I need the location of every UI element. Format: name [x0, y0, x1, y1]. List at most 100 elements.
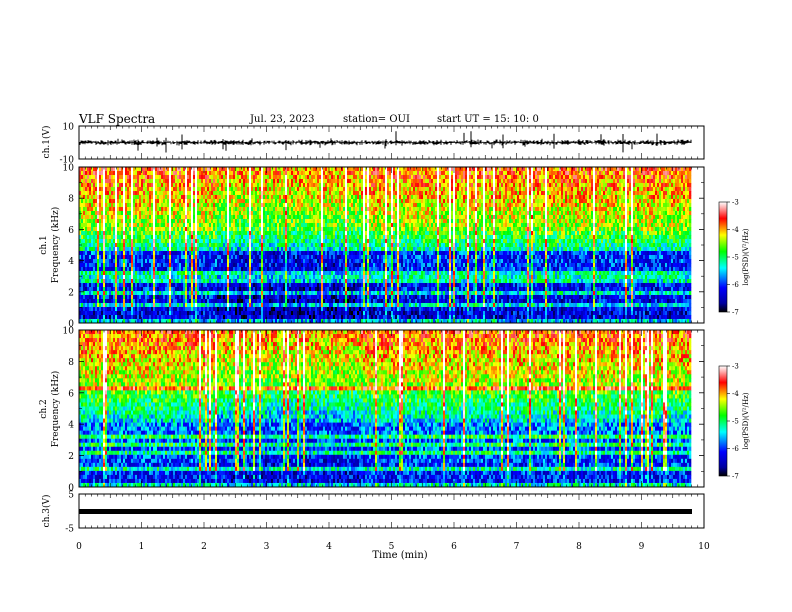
spectrogram-cell: [161, 259, 164, 264]
spectrogram-cell: [301, 199, 304, 204]
spectrogram-cell: [189, 283, 192, 288]
spectrogram-cell: [95, 275, 98, 280]
spectrogram-cell: [189, 199, 192, 204]
spectrogram-cell: [141, 175, 144, 180]
spectrogram-cell: [193, 255, 196, 260]
spectrogram-cell: [103, 239, 106, 244]
spectrogram-cell: [123, 319, 126, 324]
spectrogram-cell: [333, 175, 336, 180]
spectrogram-cell: [117, 219, 120, 224]
spectrogram-cell: [201, 167, 204, 172]
spectrogram-cell: [297, 171, 300, 176]
ch1-waveform-panel: 10-10: [60, 123, 705, 166]
spectrogram-cell: [89, 287, 92, 292]
spectrogram-cell: [137, 227, 140, 232]
spectrogram-cell: [311, 243, 314, 248]
spectrogram-cell: [217, 283, 220, 288]
spectrogram-cell: [111, 255, 114, 260]
spectrogram-cell: [231, 171, 234, 176]
spectrogram-cell: [327, 239, 330, 244]
spectrogram-cell: [235, 295, 238, 300]
spectrogram-cell: [239, 167, 242, 172]
spectrogram-cell: [333, 191, 336, 196]
spectrogram-cell: [127, 179, 130, 184]
spectrogram-cell: [129, 263, 132, 268]
spectrogram-cell: [213, 263, 216, 268]
spectrogram-cell: [283, 207, 286, 212]
spectrogram-cell: [151, 307, 154, 312]
spectrogram-cell: [185, 275, 188, 280]
spectrogram-cell: [105, 291, 108, 296]
spectrogram-cell: [273, 295, 276, 300]
spectrogram-cell: [131, 207, 134, 212]
spectrogram-cell: [105, 263, 108, 268]
spectrogram-cell: [277, 215, 280, 220]
spectrogram-cell: [263, 167, 266, 172]
spectrogram-cell: [329, 311, 332, 316]
spectrogram-cell: [163, 215, 166, 220]
spectrogram-cell: [293, 195, 296, 200]
spectrogram-cell: [325, 243, 328, 248]
spectrogram-cell: [219, 315, 222, 320]
spectrogram-cell: [139, 311, 142, 316]
spectrogram-cell: [157, 243, 160, 248]
spectrogram-cell: [249, 179, 252, 184]
spectrogram-cell: [219, 211, 222, 216]
spectrogram-cell: [279, 191, 282, 196]
spectrogram-cell: [227, 171, 230, 176]
spectrogram-cell: [135, 315, 138, 320]
spectrogram-cell: [219, 203, 222, 208]
spectrogram-cell: [101, 283, 104, 288]
spectrogram-cell: [127, 283, 130, 288]
spectrogram-cell: [187, 307, 190, 312]
spectrogram-cell: [101, 275, 104, 280]
spectrogram-cell: [183, 187, 186, 192]
spectrogram-cell: [193, 311, 196, 316]
spectrogram-cell: [213, 179, 216, 184]
spectrogram-cell: [141, 219, 144, 224]
spectrogram-cell: [87, 243, 90, 248]
spectrogram-cell: [141, 199, 144, 204]
spectrogram-cell: [117, 271, 120, 276]
spectrogram-cell: [147, 319, 150, 324]
spectrogram-cell: [279, 251, 282, 256]
spectrogram-cell: [163, 207, 166, 212]
spectrogram-cell: [221, 199, 224, 204]
spectrogram-cell: [215, 315, 218, 320]
spectrogram-cell: [319, 303, 322, 308]
spectrogram-cell: [319, 307, 322, 312]
spectrogram-cell: [257, 211, 260, 216]
spectrogram-cell: [329, 287, 332, 292]
spectrogram-cell: [131, 307, 134, 312]
spectrogram-cell: [159, 219, 162, 224]
spectrogram-cell: [169, 203, 172, 208]
spectrogram-cell: [137, 303, 140, 308]
spectrogram-cell: [205, 279, 208, 284]
spectrogram-cell: [205, 291, 208, 296]
spectrogram-cell: [311, 203, 314, 208]
spectrogram-cell: [261, 259, 264, 264]
spectrogram-cell: [157, 315, 160, 320]
spectrogram-cell: [261, 207, 264, 212]
spectrogram-cell: [265, 315, 268, 320]
spectrogram-cell: [267, 235, 270, 240]
spectrogram-cell: [205, 211, 208, 216]
spectrogram-cell: [243, 283, 246, 288]
spectrogram-cell: [201, 239, 204, 244]
spectrogram-cell: [243, 271, 246, 276]
spectrogram-cell: [93, 243, 96, 248]
spectrogram-cell: [303, 215, 306, 220]
spectrogram-cell: [91, 203, 94, 208]
spectrogram-cell: [243, 191, 246, 196]
spectrogram-cell: [175, 175, 178, 180]
spectrogram-cell: [331, 223, 334, 228]
spectrogram-cell: [109, 243, 112, 248]
spectrogram-cell: [139, 271, 142, 276]
spectrogram-cell: [147, 307, 150, 312]
spectrogram-cell: [301, 315, 304, 320]
spectrogram-cell: [281, 215, 284, 220]
spectrogram-cell: [281, 227, 284, 232]
spectrogram-cell: [221, 223, 224, 228]
spectrogram-cell: [125, 259, 128, 264]
spectrogram-cell: [113, 271, 116, 276]
